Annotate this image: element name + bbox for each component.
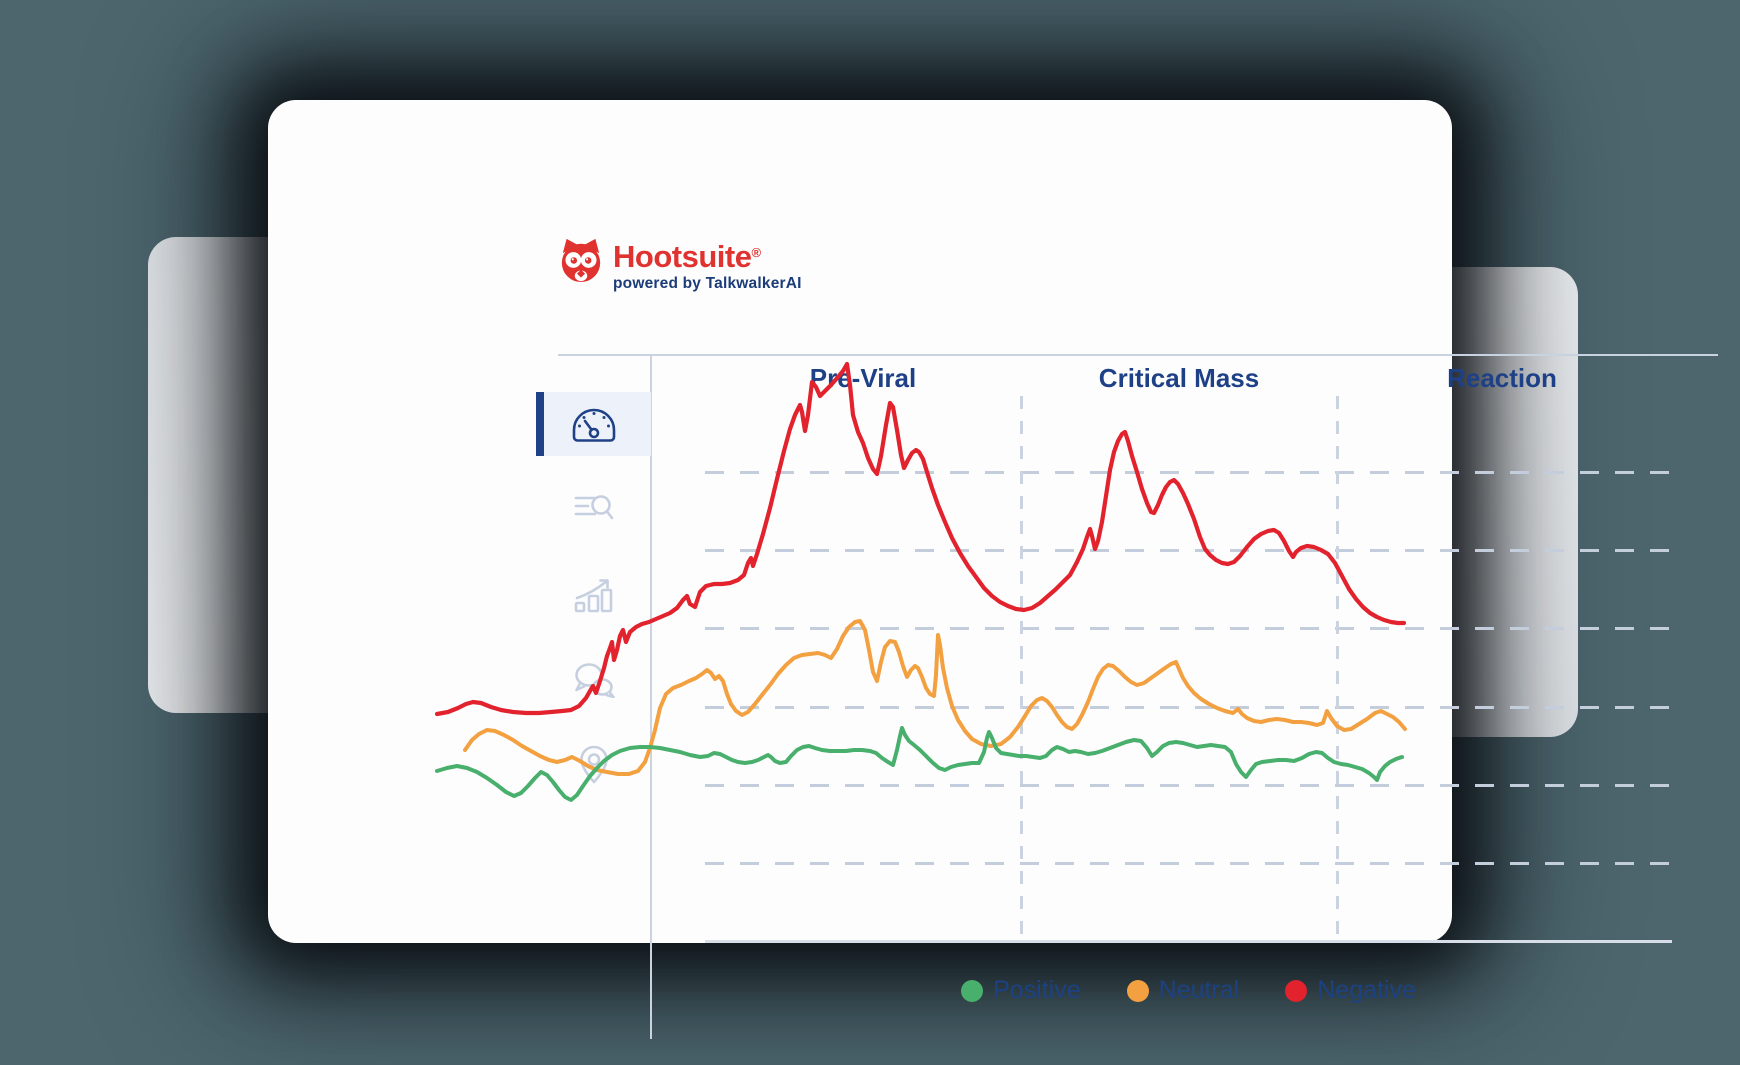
sidebar-item-conversations[interactable]	[536, 648, 651, 712]
logo-tagline: powered by TalkwalkerAI	[613, 275, 802, 292]
phase-title-pre-viral: Pre-Viral	[809, 363, 917, 393]
header-divider	[558, 354, 1718, 356]
positive-dot-icon	[961, 979, 984, 1002]
sidebar-item-analytics[interactable]	[536, 563, 651, 627]
legend-label: Neutral	[1158, 976, 1240, 1004]
hootsuite-logo: Hootsuite® powered by TalkwalkerAI	[558, 236, 802, 293]
legend-item-negative[interactable]: Negative	[1285, 976, 1416, 1005]
chat-bubbles-icon	[574, 663, 615, 698]
gridline	[705, 862, 1672, 865]
location-pin-icon	[579, 745, 608, 784]
phase-separator	[1020, 396, 1023, 942]
search-list-icon	[574, 495, 613, 520]
neutral-dot-icon	[1126, 979, 1149, 1002]
gridline	[705, 627, 1672, 630]
legend-label: Negative	[1317, 976, 1416, 1004]
dashboard-card: Hootsuite® powered by TalkwalkerAI	[268, 100, 1718, 1039]
sidebar-item-search[interactable]	[536, 478, 651, 542]
bar-chart-icon	[574, 579, 612, 613]
legend-item-positive[interactable]: Positive	[961, 976, 1081, 1005]
logo-registered-mark: ®	[751, 245, 761, 260]
gridline	[705, 549, 1672, 552]
speedometer-icon	[572, 408, 615, 442]
phase-title-reaction: Reaction	[1447, 363, 1557, 393]
phase-title-critical-mass: Critical Mass	[1098, 363, 1260, 393]
gridline	[705, 471, 1672, 474]
logo-brand-text: Hootsuite®	[613, 239, 761, 274]
sidebar-item-dashboard[interactable]	[536, 392, 651, 456]
chart-legend: Positive Neutral Negative	[705, 976, 1672, 1005]
legend-item-neutral[interactable]: Neutral	[1126, 976, 1240, 1005]
sidebar-item-locations[interactable]	[536, 733, 651, 797]
gridline	[705, 706, 1672, 709]
phase-separator	[1336, 396, 1339, 942]
gridline	[705, 784, 1672, 787]
x-axis-line	[705, 940, 1672, 943]
negative-dot-icon	[1285, 979, 1308, 1002]
active-indicator-bar	[536, 392, 544, 456]
legend-label: Positive	[993, 976, 1081, 1004]
hootsuite-owl-icon	[561, 238, 601, 283]
